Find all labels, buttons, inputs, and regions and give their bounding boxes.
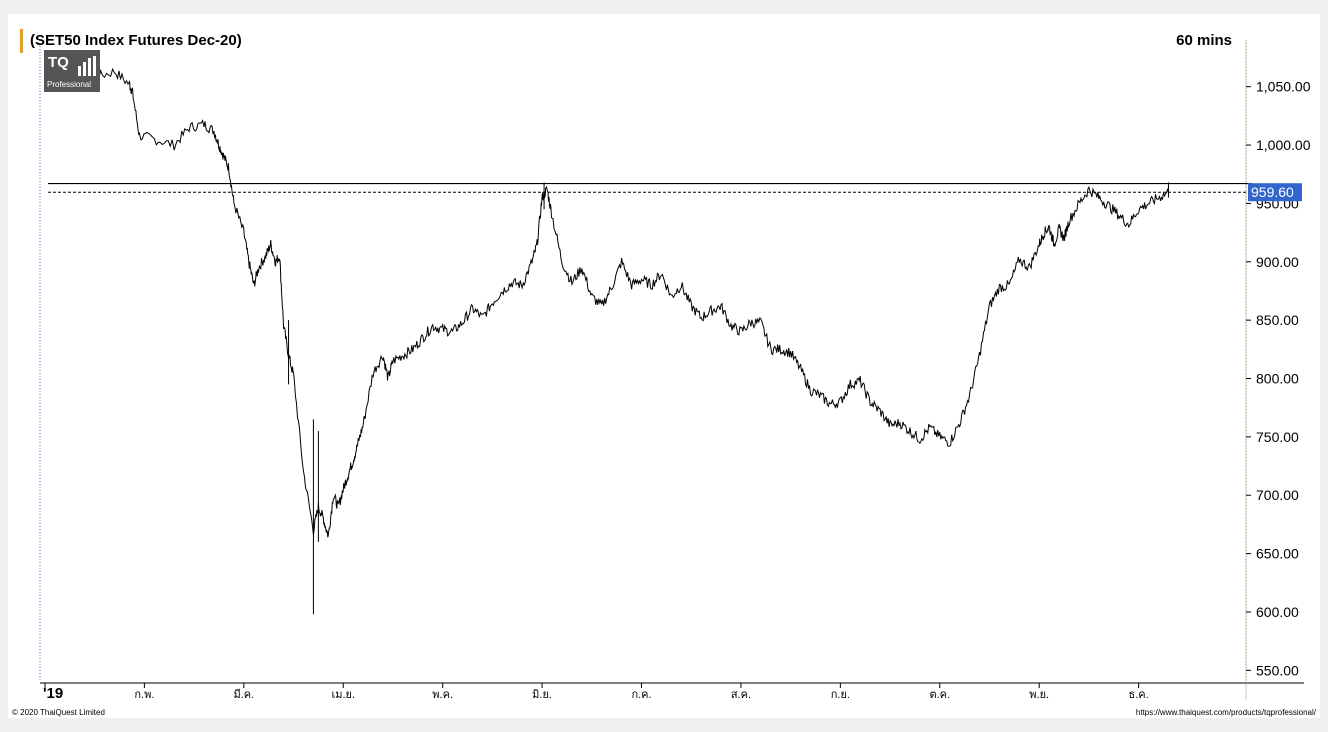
- x-tick-label: มี.ค.: [233, 688, 254, 701]
- logo-text: TQ: [48, 54, 69, 71]
- y-tick-label: 700.00: [1256, 487, 1299, 503]
- source-url-link[interactable]: https://www.thaiquest.com/products/tqpro…: [1135, 708, 1316, 717]
- y-tick-label: 850.00: [1256, 312, 1299, 328]
- current-price-label: 959.60: [1251, 184, 1294, 200]
- y-tick-label: 800.00: [1256, 371, 1299, 387]
- chart-title: (SET50 Index Futures Dec-20): [30, 32, 242, 49]
- window-accent-mark: [20, 29, 23, 53]
- x-tick-label: ธ.ค.: [1129, 689, 1149, 701]
- current-price-badge: [1248, 183, 1302, 202]
- x-tick-label: มิ.ย.: [532, 689, 552, 701]
- y-tick-label: 750.00: [1256, 429, 1299, 445]
- x-tick-label: ก.พ.: [134, 689, 154, 701]
- plot-area: 1,050.001,000.00950.00900.00850.00800.00…: [39, 40, 1311, 702]
- x-tick-label: ก.ค.: [631, 689, 651, 701]
- tq-professional-logo: TQ Professional: [44, 50, 100, 92]
- chart-canvas[interactable]: 1,050.001,000.00950.00900.00850.00800.00…: [8, 14, 1320, 718]
- x-tick-label: พ.ค.: [432, 689, 453, 701]
- bar-chart-icon: [78, 56, 96, 76]
- x-tick-label: เม.ย.: [331, 689, 355, 701]
- y-tick-label: 650.00: [1256, 546, 1299, 562]
- x-tick-label: '19: [43, 685, 63, 702]
- interval-label[interactable]: 60 mins: [1176, 32, 1232, 49]
- x-tick-label: ส.ค.: [731, 689, 751, 701]
- x-tick-label: ต.ค.: [929, 689, 950, 701]
- copyright-text: © 2020 ThaiQuest Limited: [12, 708, 105, 717]
- y-tick-label: 550.00: [1256, 662, 1299, 678]
- x-tick-label: ก.ย.: [831, 689, 850, 701]
- price-series-line: [44, 67, 1169, 538]
- y-tick-label: 900.00: [1256, 254, 1299, 270]
- chart-panel[interactable]: 1,050.00 1,000.00 950.00 900.00 850.00 800.00…: [8, 14, 1320, 718]
- y-tick-label: 1,050.00: [1256, 79, 1311, 95]
- y-tick-label: 600.00: [1256, 604, 1299, 620]
- x-tick-label: พ.ย.: [1029, 689, 1049, 701]
- y-tick-label: 1,000.00: [1256, 137, 1311, 153]
- logo-subtext: Professional: [47, 80, 92, 89]
